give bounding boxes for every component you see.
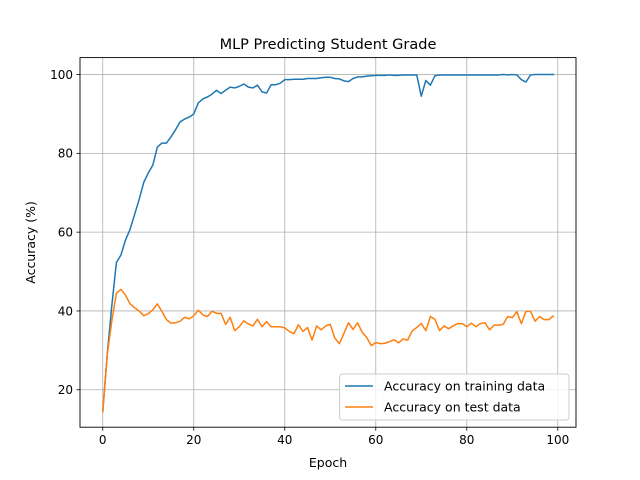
x-tick-label: 40 — [277, 433, 292, 447]
legend-label-training: Accuracy on training data — [384, 379, 545, 394]
plot-frame — [79, 57, 577, 428]
series-line-1 — [101, 288, 555, 413]
legend-box — [339, 373, 570, 421]
y-tick-label: 100 — [50, 68, 73, 82]
y-axis-ticks: 20 40 60 80 100 — [50, 68, 80, 397]
y-tick-label: 40 — [58, 304, 73, 318]
x-axis-ticks: 0 20 40 60 80 100 — [99, 427, 569, 447]
y-tick-label: 80 — [58, 147, 73, 161]
legend-label-test: Accuracy on test data — [384, 400, 521, 415]
series-lines — [101, 73, 555, 413]
y-axis-label: Accuracy (%) — [23, 201, 38, 284]
y-tick-label: 60 — [58, 225, 73, 239]
x-tick-label: 20 — [186, 433, 201, 447]
legend: Accuracy on training data Accuracy on te… — [339, 373, 570, 421]
x-tick-label: 100 — [546, 433, 569, 447]
x-tick-label: 0 — [99, 433, 107, 447]
x-tick-label: 60 — [368, 433, 383, 447]
series-line-0 — [101, 73, 554, 413]
chart-title: MLP Predicting Student Grade — [220, 37, 437, 53]
y-tick-label: 20 — [58, 383, 73, 397]
x-tick-label: 80 — [459, 433, 474, 447]
x-axis-label: Epoch — [309, 455, 347, 470]
